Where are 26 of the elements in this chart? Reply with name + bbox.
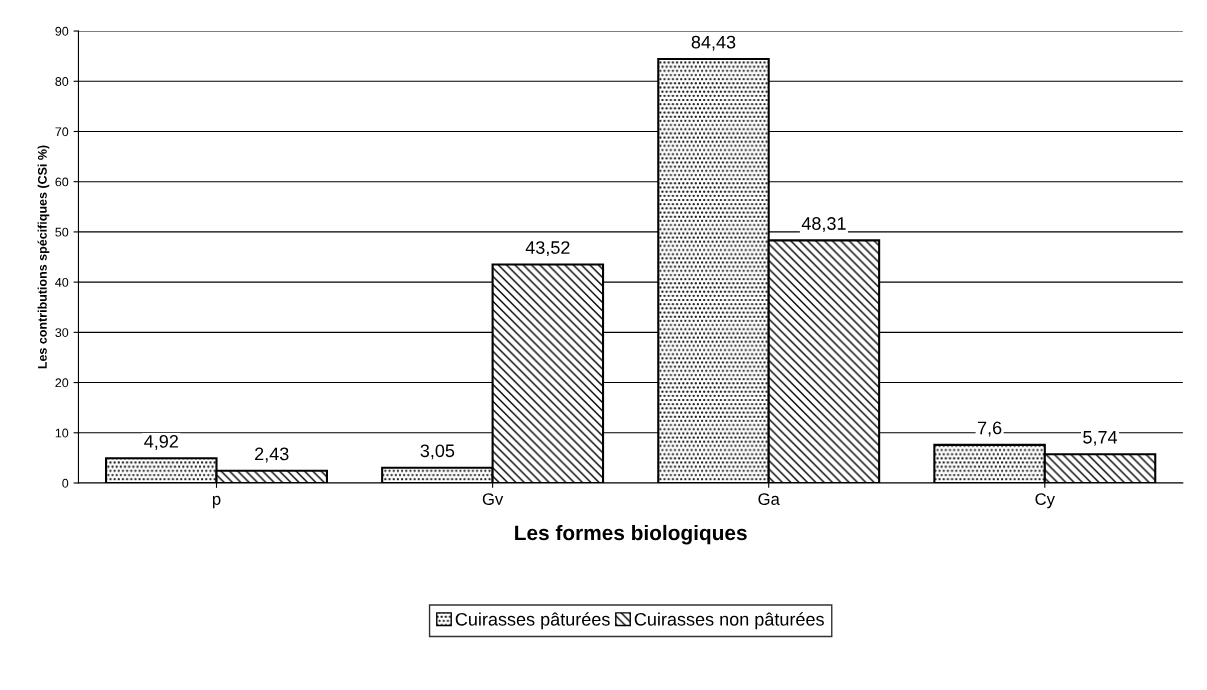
- x-tick-label: p: [212, 495, 221, 509]
- x-axis-title: Les formes biologiques: [515, 524, 747, 545]
- data-label: 84,43: [691, 35, 736, 51]
- data-label: 5,74: [1083, 431, 1118, 446]
- y-tick-label: 80: [55, 77, 69, 86]
- y-tick-label: 60: [55, 177, 69, 187]
- x-tick-label: Gv: [482, 493, 504, 505]
- x-tick-label: Cy: [1035, 493, 1055, 509]
- data-label: 4,92: [144, 434, 178, 450]
- data-label: 2,43: [255, 447, 289, 463]
- legend-label: Cuirasses non pâturées: [634, 612, 824, 630]
- y-tick-label: 20: [55, 378, 69, 388]
- legend-label: Cuirasses pâturées: [455, 612, 610, 630]
- x-tick-label: Ga: [758, 493, 780, 505]
- data-label: 48,31: [801, 217, 846, 233]
- y-tick-label: 10: [55, 428, 69, 438]
- data-label: 43,52: [525, 241, 570, 257]
- y-tick-label: 50: [55, 227, 69, 237]
- y-tick-label: 70: [55, 127, 69, 137]
- y-tick-label: 0: [62, 478, 69, 488]
- y-tick-label: 30: [55, 328, 69, 337]
- data-label: 7,6: [977, 421, 1002, 437]
- y-axis-title: Les contributions spécifiques (CSi %): [37, 145, 50, 369]
- data-label: 3,05: [420, 444, 455, 460]
- y-tick-label: 40: [55, 277, 69, 287]
- y-tick-label: 90: [55, 26, 69, 36]
